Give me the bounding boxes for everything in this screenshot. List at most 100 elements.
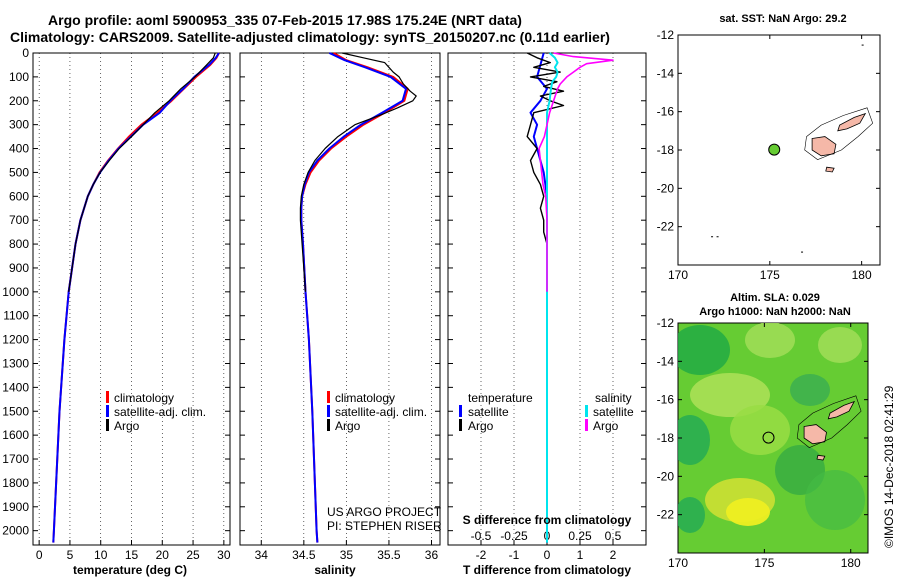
credit-project: US ARGO PROJECT [327, 505, 442, 519]
argo-float-marker [762, 431, 775, 444]
y-tick-label: -16 [657, 393, 675, 407]
sla-field [678, 323, 865, 533]
legend-s-satellite: satellite [593, 405, 634, 419]
sla-blob [805, 470, 865, 530]
y-tick-label: 900 [9, 261, 29, 275]
x-tick-label: 34.5 [292, 548, 316, 562]
x-tick-label: 175 [754, 556, 774, 570]
islet [801, 251, 804, 253]
series-s-argo [538, 52, 614, 292]
s-tick-label: 0.25 [568, 529, 592, 543]
x-tick-label: 25 [186, 548, 200, 562]
y-tick-label: -22 [657, 508, 675, 522]
sla-blob [726, 498, 770, 526]
y-tick-label: -12 [657, 316, 675, 330]
y-tick-label: -14 [657, 354, 675, 368]
sst-map-axes: 170 175 180 -12 -14 -16 -18 -20 -22 [657, 28, 881, 282]
x-tick-label: 34 [255, 548, 269, 562]
x-tick-label: -2 [476, 548, 487, 562]
legend-climatology: climatology [335, 391, 395, 405]
axes-frame [239, 52, 441, 546]
x-tick-label: 1 [577, 548, 584, 562]
sla-map-title-2: Argo h1000: NaN h2000: NaN [699, 306, 851, 318]
legend-s-argo: Argo [593, 419, 619, 433]
x-tick-label: 170 [668, 268, 688, 282]
difference-axes: -2 -1 0 1 2-0.5 -0.25 0 0.25 0.5 [447, 52, 647, 562]
difference-legend: temperature satellite Argo salinity sate… [459, 391, 634, 433]
x-tick-label: 15 [125, 548, 139, 562]
reef-outline [804, 107, 874, 160]
y-tick-label: 1200 [2, 333, 29, 347]
y-tick-label: 500 [9, 165, 29, 179]
s-tick-label: 0.5 [605, 529, 622, 543]
y-tick-label: -20 [657, 181, 675, 195]
y-tick-label: 1300 [2, 356, 29, 370]
y-tick-label: 1000 [2, 285, 29, 299]
legend-temperature: temperature [468, 391, 533, 405]
x-tick-label: 170 [668, 556, 688, 570]
y-tick-label: 1900 [2, 500, 29, 514]
temperature-legend: climatology satellite-adj. clim. Argo [106, 391, 206, 433]
legend-argo: Argo [114, 419, 140, 433]
axes-frame [32, 52, 231, 546]
fiji-kadavu [825, 166, 835, 173]
s-tick-label: -0.5 [471, 529, 492, 543]
y-tick-label: 1600 [2, 428, 29, 442]
sla-blob [818, 327, 862, 363]
legend-swatch-argo [106, 419, 109, 431]
legend-climatology: climatology [114, 391, 174, 405]
legend-swatch-satellite [106, 405, 109, 417]
legend-salinity: salinity [595, 391, 632, 405]
sla-blob [678, 497, 705, 533]
sla-blob [678, 415, 710, 465]
fiji-vanua-levu [837, 112, 867, 132]
y-tick-label: 400 [9, 142, 29, 156]
legend-swatch-climatology [327, 391, 330, 403]
x-tick-label: 36 [425, 548, 439, 562]
x-tick-label: 0 [36, 548, 43, 562]
legend-swatch-t-argo [459, 419, 462, 431]
x-tick-label: 35.5 [377, 548, 401, 562]
y-tick-label: 1100 [3, 309, 29, 323]
y-tick-label: -12 [657, 28, 675, 42]
legend-swatch-s-argo [585, 419, 588, 431]
legend-swatch-argo [327, 419, 330, 431]
y-tick-label: 1400 [2, 380, 29, 394]
legend-swatch-satellite [327, 405, 330, 417]
y-tick-label: 0 [22, 46, 29, 60]
s-tick-label: -0.25 [500, 529, 528, 543]
sla-blob [745, 323, 795, 358]
y-tick-label: 300 [9, 118, 29, 132]
legend-satellite-adj: satellite-adj. clim. [114, 405, 206, 419]
series-argo [68, 52, 216, 292]
y-tick-label: -20 [657, 469, 675, 483]
fiji-viti-levu [803, 424, 827, 445]
x-tick-label: 180 [841, 556, 861, 570]
y-tick-label: 100 [9, 70, 29, 84]
y-tick-label: -16 [657, 105, 675, 119]
series-argo [299, 52, 417, 292]
reef-outline [796, 395, 862, 448]
y-tick-label: 1500 [2, 404, 29, 418]
y-tick-label: 700 [9, 213, 29, 227]
credit-pi: PI: STEPHEN RISER [327, 519, 442, 533]
x-tick-label: 175 [760, 268, 780, 282]
y-tick-label: -18 [657, 431, 675, 445]
fiji-kadavu [816, 454, 826, 461]
y-tick-label: -14 [657, 66, 675, 80]
islet [711, 236, 714, 238]
y-tick-label: 2000 [2, 524, 29, 538]
title-line-1: Argo profile: aoml 5900953_335 07-Feb-20… [48, 12, 522, 28]
salinity-legend: climatology satellite-adj. clim. Argo [327, 391, 427, 433]
sst-map-title: sat. SST: NaN Argo: 29.2 [719, 13, 846, 25]
series-t-argo [526, 52, 565, 292]
legend-satellite-adj: satellite-adj. clim. [335, 405, 427, 419]
x-tick-label: 20 [156, 548, 170, 562]
y-tick-label: 200 [9, 94, 29, 108]
difference-xlabel: T difference from climatology [463, 563, 631, 577]
x-tick-label: -1 [509, 548, 520, 562]
legend-swatch-climatology [106, 391, 109, 403]
y-tick-label: -18 [657, 143, 675, 157]
y-tick-label: 1800 [2, 476, 29, 490]
